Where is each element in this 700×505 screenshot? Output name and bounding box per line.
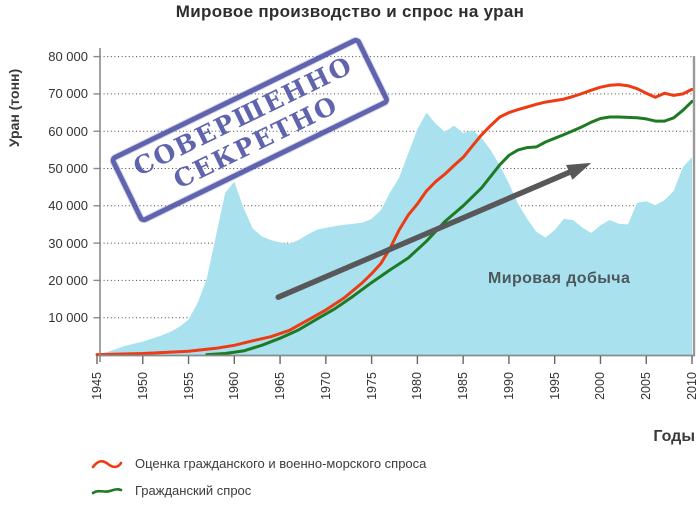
- x-tick-label: 2010: [685, 372, 699, 400]
- x-tick-label: 1985: [456, 372, 471, 400]
- y-tick-label: 60 000: [48, 123, 88, 139]
- y-tick-label: 20 000: [48, 272, 88, 288]
- x-tick-label: 1960: [227, 372, 242, 400]
- y-tick-label: 10 000: [48, 310, 88, 326]
- x-tick-label: 1995: [547, 372, 562, 400]
- x-tick-label: 1945: [90, 372, 104, 400]
- x-tick-label: 1980: [410, 372, 425, 400]
- y-tick-label: 40 000: [48, 198, 88, 214]
- legend-row-civil-demand: Гражданский спрос: [90, 481, 426, 500]
- x-tick-label: 1950: [135, 372, 150, 400]
- legend-row-total-demand: Оценка гражданского и военно-морского сп…: [90, 454, 426, 473]
- x-tick-label: 1970: [318, 372, 333, 400]
- civil-demand-line-icon: [91, 487, 123, 494]
- x-axis-title: Годы: [653, 428, 695, 445]
- legend-label-civil-demand: Гражданский спрос: [135, 483, 252, 498]
- chart-title: Мировое производство и спрос на уран: [175, 2, 525, 21]
- production-area-label: Мировая добыча: [488, 270, 631, 287]
- x-tick-label: 1990: [501, 372, 516, 400]
- y-tick-label: 70 000: [48, 86, 88, 102]
- y-tick-label: 30 000: [48, 235, 88, 251]
- y-tick-label: 80 000: [48, 49, 88, 65]
- x-tick-label: 2005: [639, 372, 654, 400]
- x-tick-label: 1975: [364, 372, 379, 400]
- x-tick-label: 2000: [593, 372, 608, 400]
- x-tick-label: 1965: [273, 372, 288, 400]
- legend: Оценка гражданского и военно-морского сп…: [90, 454, 426, 505]
- x-tick-label: 1955: [181, 372, 196, 400]
- total-demand-line-icon: [91, 459, 123, 468]
- legend-label-total-demand: Оценка гражданского и военно-морского сп…: [135, 456, 427, 471]
- y-tick-label: 50 000: [48, 161, 88, 176]
